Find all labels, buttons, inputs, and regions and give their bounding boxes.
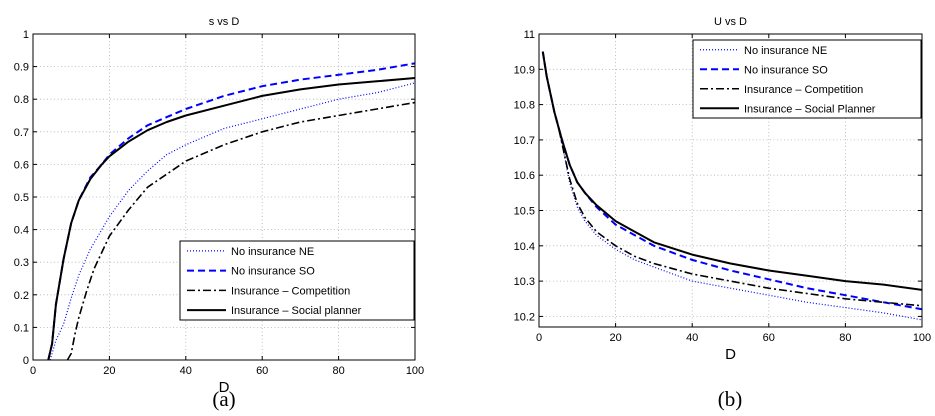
figure-caption: (a) (212, 387, 235, 411)
chart-title: s vs D (209, 16, 240, 28)
y-tick-label: 11 (524, 29, 535, 41)
x-tick-label: 0 (536, 332, 542, 344)
legend-label-2: No insurance SO (744, 64, 828, 76)
y-tick-label: 0.3 (14, 257, 29, 269)
y-tick-label: 0 (23, 355, 29, 367)
legend-label-4: Insurance – Social planner (231, 305, 362, 317)
series-line-4 (541, 51, 922, 291)
y-tick-label: 0.4 (14, 225, 29, 237)
y-tick-label: 0.5 (14, 192, 29, 204)
y-tick-label: 0.6 (14, 159, 29, 171)
legend-label-3: Insurance – Competition (744, 84, 863, 96)
y-tick-label: 10.9 (514, 64, 535, 76)
figure-caption: (b) (718, 387, 743, 411)
legend: No insurance NE No insurance SO Insurance … (179, 240, 415, 321)
y-tick-label: 10.3 (514, 276, 535, 288)
x-tick-label: 60 (256, 365, 268, 377)
legend-label-1: No insurance NE (231, 246, 314, 258)
y-tick-label: 0.7 (14, 127, 29, 139)
y-tick-label: 10.6 (514, 170, 535, 182)
legend-label-4: Insurance – Social Planner (744, 103, 876, 115)
y-tick-label: 10.4 (514, 241, 535, 253)
x-tick-label: 100 (913, 332, 931, 344)
x-tick-label: 0 (30, 365, 36, 377)
series-line-3 (542, 51, 922, 307)
y-tick-label: 10.8 (514, 100, 535, 112)
x-tick-label: 100 (406, 365, 424, 377)
series-line-4 (47, 77, 415, 360)
y-tick-label: 1 (23, 29, 29, 41)
chart-panel-1: s vs D 0 20 40 60 80 100 0 0.1 0.2 0.3 0.4 0.5 0.6 0.7… (14, 16, 424, 411)
y-tick-label: 0.1 (14, 322, 29, 334)
y-tick-label: 10.7 (514, 135, 535, 147)
y-tick-label: 10.2 (514, 311, 535, 323)
series-line-2 (541, 51, 922, 311)
legend-label-2: No insurance SO (231, 266, 315, 278)
x-axis-label: D (219, 379, 230, 396)
x-tick-label: 20 (609, 332, 621, 344)
y-tick-label: 0.9 (14, 62, 29, 74)
y-tick-label: 10.5 (514, 206, 535, 218)
plot-frame (538, 33, 923, 328)
legend: No insurance NE No insurance SO Insurance … (692, 39, 922, 119)
x-tick-label: 40 (686, 332, 698, 344)
x-tick-label: 40 (180, 365, 192, 377)
x-tick-label: 20 (103, 365, 115, 377)
x-tick-label: 60 (763, 332, 775, 344)
y-tick-label: 0.2 (14, 290, 29, 302)
legend-label-1: No insurance NE (744, 45, 827, 57)
chart-panel-2: U vs D 0 20 40 60 80 100 10.2 10.3 10.4 10.5 10.6 10… (514, 16, 932, 411)
x-tick-label: 80 (332, 365, 344, 377)
legend-label-3: Insurance – Competition (231, 285, 350, 297)
x-axis-label: D (725, 346, 736, 363)
y-tick-label: 0.8 (14, 94, 29, 106)
x-tick-label: 80 (839, 332, 851, 344)
legend-box (179, 240, 415, 321)
legend-box (692, 39, 922, 119)
chart-title: U vs D (714, 16, 747, 28)
series-line-3 (66, 101, 415, 360)
